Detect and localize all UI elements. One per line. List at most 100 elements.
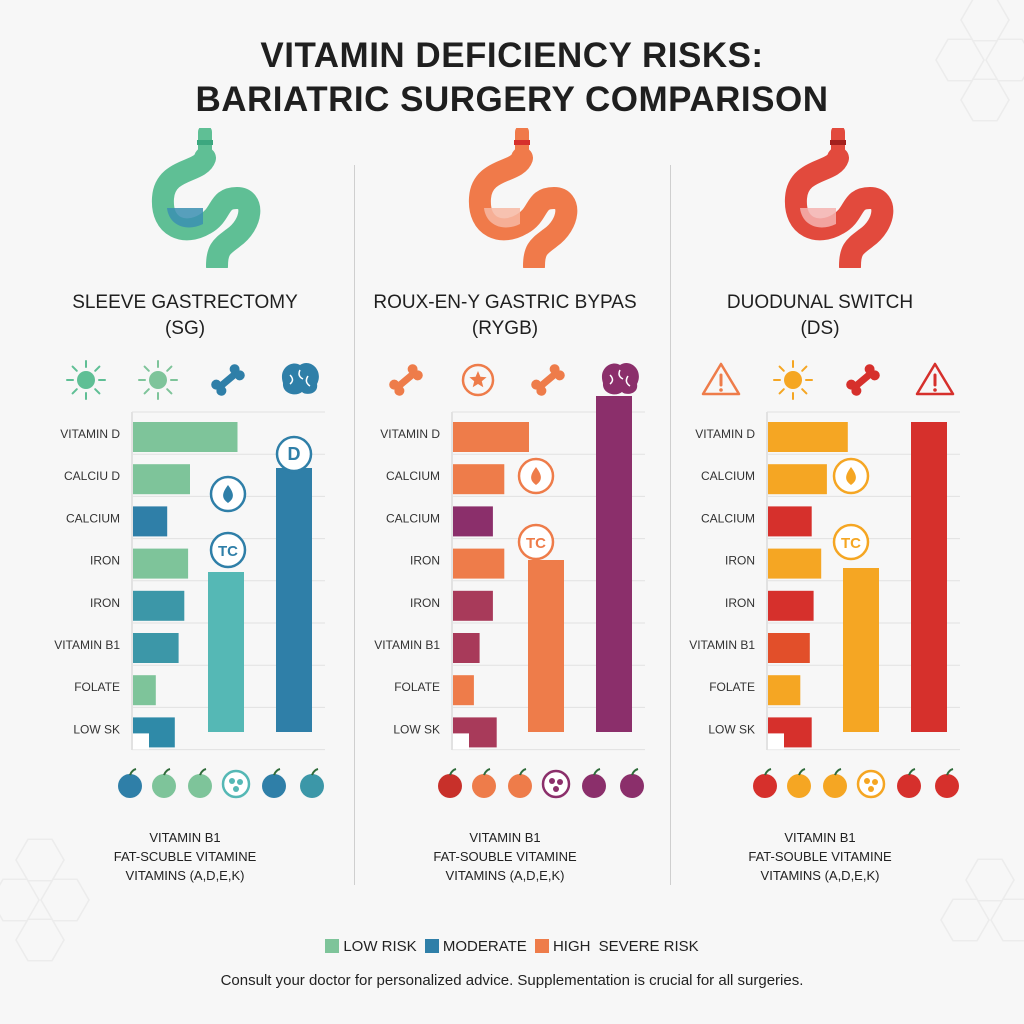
- footnote-line: FAT-SOUBLE VITAMINE: [433, 849, 577, 864]
- category-label: CALCIUM: [386, 511, 440, 525]
- panel-footnote: VITAMIN B1 FAT-SOUBLE VITAMINE VITAMINS (A…: [655, 828, 985, 885]
- surgery-name-line-1: ROUX-EN-Y GASTRIC BYPAS: [373, 292, 637, 313]
- panel-footnote: VITAMIN B1 FAT-SCUBLE VITAMINE VITAMINS (A…: [20, 828, 350, 885]
- apple-icon: [118, 768, 142, 798]
- footnote-line: VITAMIN B1: [469, 830, 541, 845]
- hexagon-shape: [990, 898, 1024, 942]
- category-label: CALCIU D: [64, 469, 120, 483]
- hexagon-shape: [15, 918, 65, 962]
- vertical-bar: [596, 396, 632, 732]
- bar: [768, 548, 822, 579]
- bar: [133, 548, 189, 579]
- apple-icon: [508, 768, 532, 798]
- stomach-illustration: [468, 128, 578, 268]
- bar: [453, 422, 529, 452]
- category-label: VITAMIN B1: [689, 638, 755, 652]
- bone-icon: [846, 364, 880, 396]
- surgery-name: DUODUNAL SWITCH (DS): [655, 290, 985, 342]
- apple-icon: [787, 768, 811, 798]
- panel-sg: SLEEVE GASTRECTOMY (SG) VITAMIN D CALCIU D C…: [20, 0, 350, 1024]
- legend-swatch: [325, 939, 340, 953]
- stomach-illustration: [151, 128, 261, 268]
- title-line-1: VITAMIN DEFICIENCY RISKS:: [260, 36, 764, 75]
- bar: [133, 422, 238, 452]
- panel-divider: [670, 165, 671, 885]
- category-label: IRON: [725, 596, 755, 610]
- sun-icon: [66, 360, 106, 400]
- apple-icon: [438, 768, 462, 798]
- apple-icon: [582, 768, 606, 798]
- star-icon: [461, 363, 495, 397]
- chart-title: VITAMIN DEFICIENCY RISKS: BARIATRIC SURG…: [0, 34, 1024, 122]
- category-label: IRON: [725, 554, 755, 568]
- bar: [768, 633, 810, 663]
- drop-circle-icon: [832, 457, 870, 495]
- vegetable-icon: [856, 769, 886, 799]
- legend-swatch: [534, 939, 549, 953]
- bar: [453, 464, 505, 495]
- legend-item-high: HIGH: [534, 938, 591, 955]
- bar: [133, 506, 168, 537]
- brain-icon: [281, 362, 319, 395]
- vertical-bar: [911, 422, 947, 732]
- footnote-line: FAT-SOUBLE VITAMINE: [748, 849, 892, 864]
- bar: [453, 633, 480, 663]
- bone-icon: [211, 364, 245, 396]
- brain-icon: [601, 362, 639, 395]
- apple-icon: [935, 768, 959, 798]
- legend-item-low: LOW RISK: [325, 938, 417, 955]
- legend-label: LOW RISK: [343, 938, 417, 955]
- vertical-bar: [843, 568, 879, 732]
- bar: [453, 675, 474, 706]
- category-label: IRON: [90, 554, 120, 568]
- legend-label: MODERATE: [442, 938, 527, 955]
- footer-note: Consult your doctor for personalized adv…: [220, 972, 804, 989]
- panel-footnote: VITAMIN B1 FAT-SOUBLE VITAMINE VITAMINS (A…: [340, 828, 670, 885]
- surgery-name-line-2: (DS): [800, 318, 840, 339]
- category-label: CALCIUM: [701, 469, 755, 483]
- sun-icon: [773, 360, 813, 400]
- category-label: VITAMIN B1: [54, 638, 120, 652]
- svg-text:TC: TC: [841, 535, 861, 552]
- category-label: IRON: [410, 596, 440, 610]
- hexagon-shape: [960, 78, 1010, 122]
- legend-label: HIGH: [552, 938, 591, 955]
- legend-item-severe: SEVERE RISK: [599, 938, 699, 955]
- warning-icon: [915, 362, 955, 396]
- vertical-bar: [528, 560, 564, 732]
- footnote-line: VITAMINS (A,D,E,K): [445, 868, 565, 883]
- title-line-2: BARIATRIC SURGERY COMPARISON: [195, 80, 829, 119]
- vegetable-icon: [221, 769, 251, 799]
- category-label: IRON: [410, 554, 440, 568]
- legend: LOW RISK MODERATE HIGH SEVERE RISK: [0, 938, 1024, 955]
- tc-circle-icon: TC: [832, 523, 870, 561]
- bar: [133, 675, 156, 706]
- category-label: VITAMIN B1: [374, 638, 440, 652]
- category-label: VITAMIN D: [60, 427, 120, 441]
- bar: [768, 590, 814, 621]
- surgery-name-line-1: DUODUNAL SWITCH: [726, 292, 914, 313]
- hexagon-shape: [40, 878, 90, 922]
- bar: [133, 590, 185, 621]
- drop-circle-icon: [209, 475, 247, 513]
- category-label: VITAMIN D: [380, 427, 440, 441]
- drop-circle-icon: [517, 457, 555, 495]
- footnote-line: VITAMINS (A,D,E,K): [760, 868, 880, 883]
- apple-icon: [753, 768, 777, 798]
- category-label: FOLATE: [709, 680, 755, 694]
- footnote-line: FAT-SCUBLE VITAMINE: [113, 849, 257, 864]
- apple-icon: [262, 768, 286, 798]
- apple-icon: [300, 768, 324, 798]
- category-label: LOW SK: [393, 722, 440, 736]
- warning-icon: [701, 362, 741, 396]
- panel-divider: [354, 165, 355, 885]
- bar: [453, 548, 505, 579]
- legend-label: SEVERE RISK: [598, 938, 699, 955]
- hexagon-shape: [985, 38, 1024, 82]
- hexagon-shape: [940, 898, 990, 942]
- apple-icon: [472, 768, 496, 798]
- bar: [768, 422, 848, 452]
- vitamin-d-circle-icon: D: [275, 435, 313, 473]
- surgery-name-line-2: (SG): [164, 318, 206, 339]
- surgery-name-line-1: SLEEVE GASTRECTOMY: [72, 292, 298, 313]
